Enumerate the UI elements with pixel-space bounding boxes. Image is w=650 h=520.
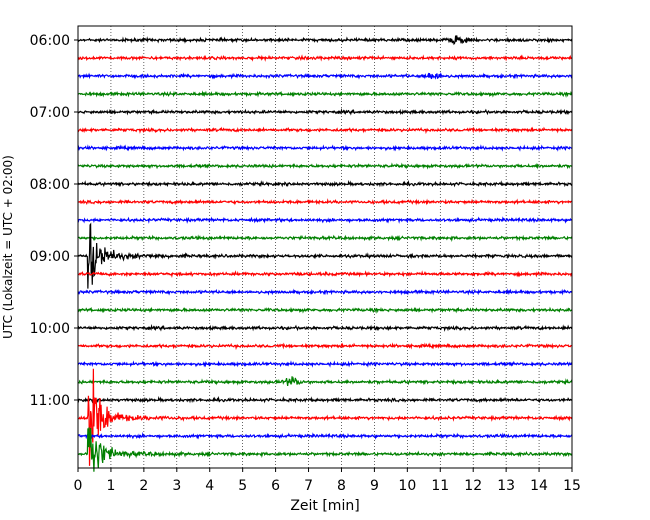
- x-tick-label: 15: [563, 478, 581, 494]
- y-tick-label: 10:00: [30, 321, 70, 337]
- seismic-traces: [77, 35, 573, 472]
- x-axis-ticks: 0 1 2 3 4 5 6 7 8 9 10 11 12 13 14 15: [74, 468, 581, 494]
- x-tick-label: 5: [238, 478, 247, 494]
- trace-0715: [77, 126, 573, 135]
- trace-1100: [77, 395, 573, 404]
- x-tick-label: 2: [139, 478, 148, 494]
- x-tick-label: 7: [304, 478, 313, 494]
- trace-0900: [77, 222, 573, 289]
- plot-area: [78, 26, 572, 468]
- x-tick-label: 13: [497, 478, 515, 494]
- x-tick-label: 0: [74, 478, 83, 494]
- plot-frame: [77, 25, 573, 469]
- trace-1000: [77, 323, 573, 332]
- trace-1045: [77, 376, 573, 386]
- trace-0945: [77, 306, 573, 314]
- x-tick-label: 14: [530, 478, 548, 494]
- trace-0830: [77, 216, 573, 224]
- trace-0645: [77, 90, 573, 98]
- trace-0845: [77, 234, 573, 243]
- x-tick-label: 12: [464, 478, 482, 494]
- y-tick-label: 06:00: [30, 33, 70, 49]
- trace-0615: [77, 54, 573, 62]
- trace-1015: [77, 342, 573, 351]
- trace-0730: [77, 144, 573, 152]
- x-tick-label: 10: [398, 478, 416, 494]
- x-tick-label: 8: [337, 478, 346, 494]
- trace-0745: [77, 162, 573, 170]
- x-tick-label: 4: [205, 478, 214, 494]
- x-tick-label: 6: [271, 478, 280, 494]
- trace-0600: [77, 35, 573, 46]
- trace-0915: [77, 270, 573, 278]
- trace-1030: [77, 360, 573, 368]
- x-tick-label: 11: [431, 478, 449, 494]
- trace-1130: [77, 431, 573, 440]
- trace-1115: [77, 368, 573, 466]
- y-axis-label: UTC (Lokalzeit = UTC + 02:00): [1, 155, 15, 339]
- trace-0700: [77, 107, 573, 116]
- x-axis-label: Zeit [min]: [290, 498, 359, 514]
- x-tick-label: 9: [370, 478, 379, 494]
- y-tick-label: 07:00: [30, 105, 70, 121]
- x-tick-label: 3: [172, 478, 181, 494]
- trace-0815: [77, 198, 573, 206]
- y-tick-label: 08:00: [30, 177, 70, 193]
- y-axis-ticks: 06:00 07:00 08:00 09:00 10:00 11:00: [30, 33, 78, 409]
- trace-0800: [77, 179, 573, 188]
- trace-1145: [77, 427, 573, 472]
- trace-0630: [77, 71, 573, 80]
- x-tick-label: 1: [106, 478, 115, 494]
- y-tick-label: 09:00: [30, 249, 70, 265]
- y-tick-label: 11:00: [30, 393, 70, 409]
- trace-0930: [77, 288, 573, 296]
